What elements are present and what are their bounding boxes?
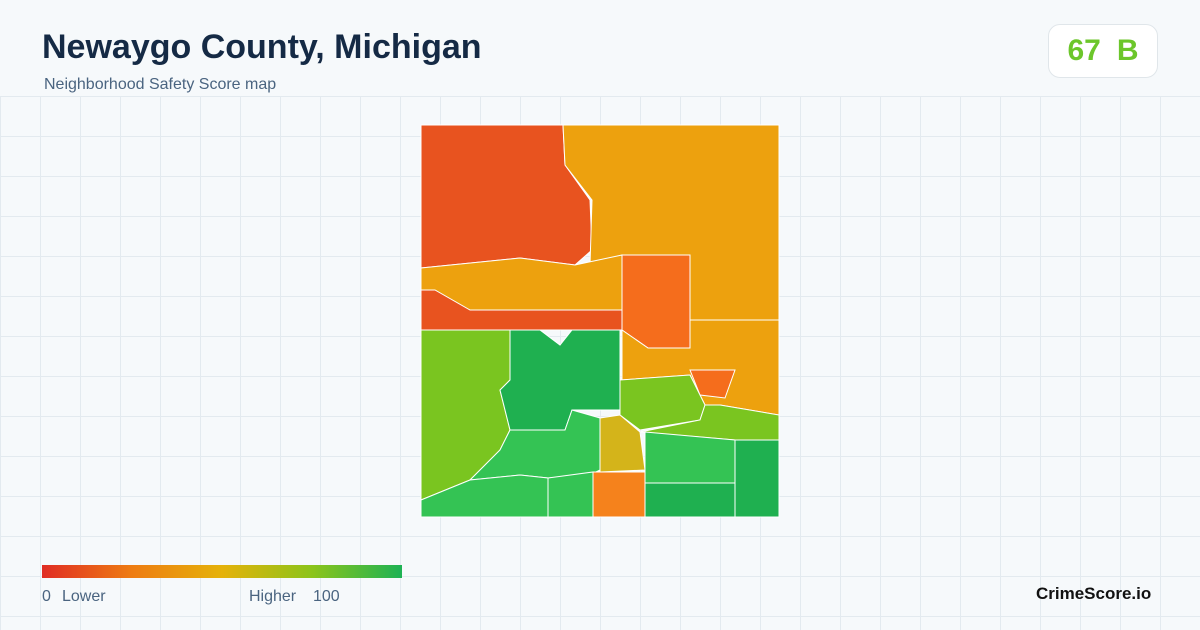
region: [644, 482, 736, 518]
region: [499, 329, 621, 431]
title: Newaygo County, Michigan: [42, 28, 482, 66]
legend-max-label: Higher: [249, 588, 297, 605]
brand: CrimeScore.io: [1036, 584, 1152, 603]
region: [621, 254, 691, 349]
region: [734, 439, 780, 518]
region: [592, 471, 646, 518]
region: [644, 431, 736, 484]
region: [689, 369, 736, 399]
legend-max: 100: [313, 588, 340, 605]
legend-gradient: [42, 565, 402, 578]
legend-min-label: Lower: [62, 588, 106, 605]
legend-min: 0: [42, 588, 51, 605]
region: [420, 474, 549, 518]
score-value: 67: [1067, 34, 1101, 67]
score-grade: B: [1116, 34, 1139, 67]
region: [599, 414, 646, 473]
region: [619, 374, 706, 431]
score-badge: 67 B: [1048, 24, 1158, 78]
region: [547, 471, 594, 518]
subtitle: Neighborhood Safety Score map: [44, 76, 277, 93]
